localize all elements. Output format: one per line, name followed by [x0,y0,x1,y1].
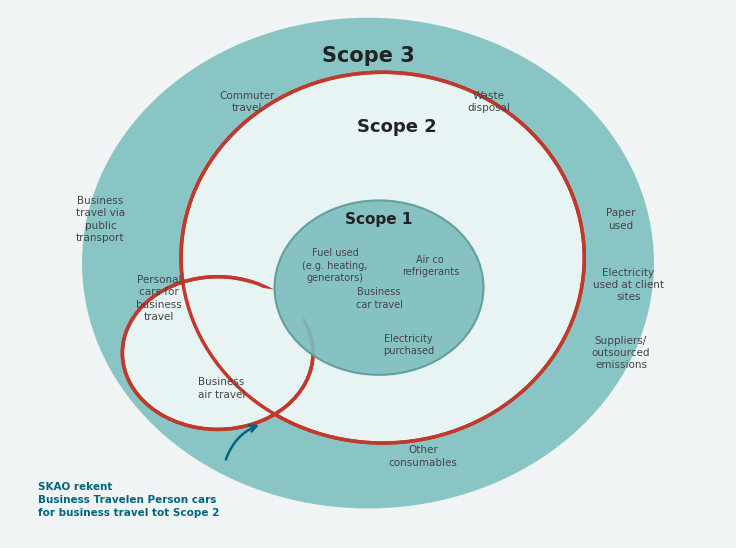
Text: Scope 3: Scope 3 [322,46,414,66]
Ellipse shape [122,277,313,430]
Ellipse shape [275,201,484,375]
Text: Fuel used
(e.g. heating,
generators): Fuel used (e.g. heating, generators) [302,248,368,283]
Text: Business
air travel: Business air travel [198,377,245,399]
Text: Commuter
travel: Commuter travel [219,91,275,113]
Ellipse shape [181,72,584,443]
Text: Business
car travel: Business car travel [355,287,403,310]
Text: Electricity
used at client
sites: Electricity used at client sites [592,267,664,302]
Text: Other
consumables: Other consumables [389,446,458,468]
Text: Suppliers/
outsourced
emissions: Suppliers/ outsourced emissions [592,336,650,370]
Ellipse shape [82,18,654,509]
Text: Electricity
purchased: Electricity purchased [383,334,434,356]
Text: SKAO rekent
Business Travelen Person cars
for business travel tot Scope 2: SKAO rekent Business Travelen Person car… [38,482,219,518]
Text: Paper
used: Paper used [606,208,636,231]
Text: Business
travel via
public
transport: Business travel via public transport [76,196,125,243]
Text: Air co
refrigerants: Air co refrigerants [402,255,459,277]
Text: Scope 1: Scope 1 [345,212,413,227]
Ellipse shape [214,282,309,358]
Text: Personal
cars for
business
travel: Personal cars for business travel [136,275,182,322]
Text: Waste
disposal: Waste disposal [467,91,511,113]
Text: Scope 2: Scope 2 [358,118,437,136]
